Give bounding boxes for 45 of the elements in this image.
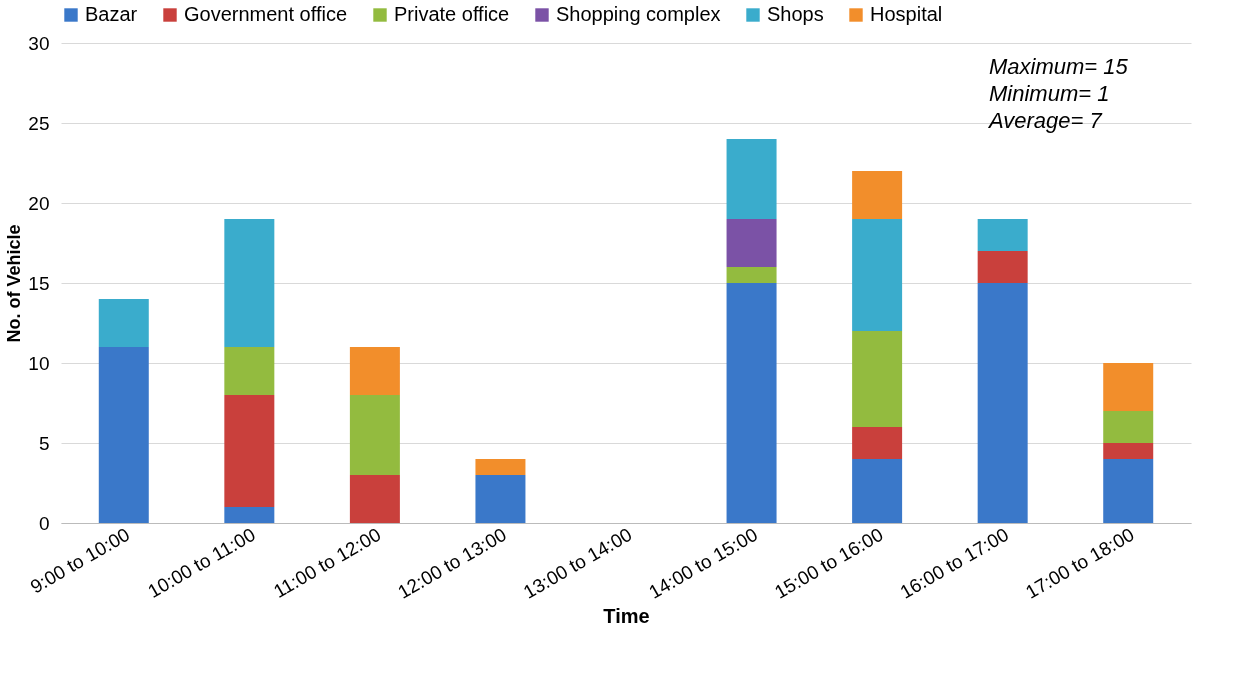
bar [1103,459,1154,523]
y-tick-label: 0 [38,512,50,534]
annotation: Average= 7 [987,108,1103,133]
bar [1103,363,1154,411]
y-axis-title: No. of Vehicle [4,224,25,343]
bar [852,331,903,427]
legend-label: Private office [394,3,510,25]
bar [1103,411,1154,443]
bar [852,219,903,331]
bar [349,395,400,475]
bar [475,475,526,523]
bar [98,299,149,347]
bar [98,347,149,523]
annotation: Maximum= 15 [989,54,1129,79]
annotation: Minimum= 1 [989,81,1110,106]
bar [475,459,526,475]
bar [852,459,903,523]
y-tick-label: 10 [28,352,50,374]
legend-label: Government office [184,3,348,25]
bar [726,219,777,267]
bar [726,283,777,523]
y-tick-label: 20 [28,192,50,214]
bar [1103,443,1154,459]
y-tick-label: 15 [28,272,50,294]
x-axis-title: Time [603,604,650,627]
bar [224,507,275,523]
y-tick-label: 5 [38,432,50,454]
bar [977,283,1028,523]
bar [224,219,275,347]
y-tick-label: 30 [28,32,50,54]
y-tick-label: 25 [28,112,50,134]
legend-label: Hospital [870,3,943,25]
legend-label: Bazar [85,3,138,25]
bar [726,267,777,283]
bar [977,219,1028,251]
bar [852,171,903,219]
bar [224,347,275,395]
bar [726,139,777,219]
bar [977,251,1028,283]
bar [224,395,275,507]
bar [852,427,903,459]
legend-label: Shops [767,3,824,25]
bar [349,475,400,523]
legend-label: Shopping complex [556,3,721,25]
bar [349,347,400,395]
